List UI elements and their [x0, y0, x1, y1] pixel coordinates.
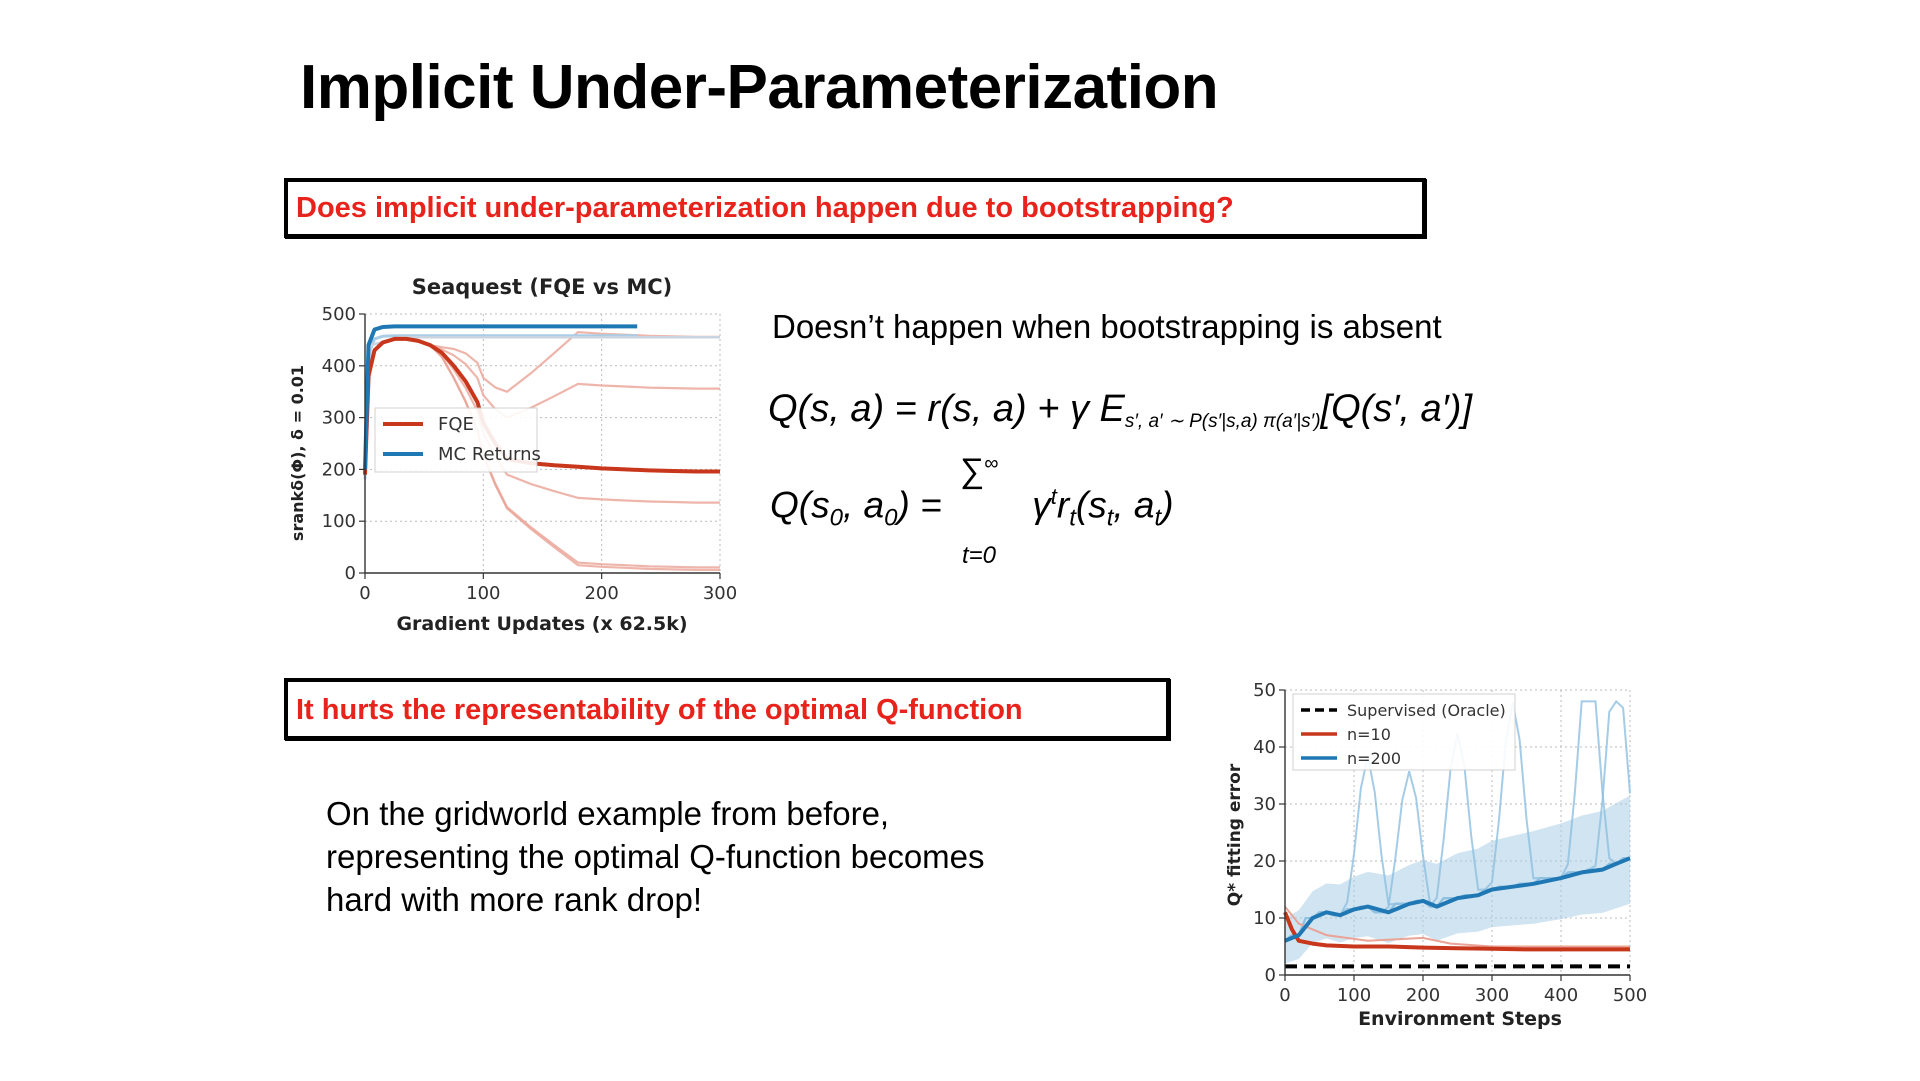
chart1-legend-fqe: FQE: [438, 414, 474, 435]
mc-discount: γ: [1032, 484, 1051, 526]
chart2-n200-band: [1285, 795, 1630, 964]
chart2-xtick-label: 200: [1406, 985, 1440, 1006]
slide-title: Implicit Under-Parameterization: [300, 53, 1219, 122]
chart2-legend-n10: n=10: [1347, 725, 1391, 744]
chart1-xtick-label: 0: [359, 583, 370, 604]
question-box-representability: It hurts the representability of the opt…: [284, 678, 1170, 740]
chart1-xlabel: Gradient Updates (x 62.5k): [396, 613, 687, 635]
chart2-ytick-label: 20: [1253, 851, 1276, 872]
chart1-ytick-label: 100: [322, 511, 356, 532]
chart2-xlabel: Environment Steps: [1358, 1008, 1562, 1030]
chart2-ytick-label: 30: [1253, 794, 1276, 815]
chart2-xtick-label: 0: [1279, 985, 1290, 1006]
chart1-ytick-label: 400: [322, 356, 356, 377]
gridworld-line-2: representing the optimal Q-function beco…: [326, 838, 985, 875]
chart2-series-line-n10: [1283, 911, 1630, 952]
chart1-series-line-mc: [363, 324, 638, 470]
chart1-legend: FQE MC Returns: [374, 407, 541, 473]
chart1-ytick-label: 300: [322, 408, 356, 429]
gridworld-line-3: hard with more rank drop!: [326, 881, 703, 918]
chart2-ytick-label: 0: [1265, 965, 1276, 986]
chart2-ytick-label: 50: [1253, 680, 1276, 701]
chart1-ytick-label: 500: [322, 304, 356, 325]
chart1-title: Seaquest (FQE vs MC): [412, 275, 672, 299]
chart1-ytick-label: 200: [322, 459, 356, 480]
seaquest-srank-chart: Seaquest (FQE vs MC) Gradient Updates (x…: [288, 275, 737, 635]
chart2-n10-run-line: [1284, 905, 1630, 948]
summation-index: t=0: [962, 542, 997, 569]
mc-lhs: Q(s: [770, 484, 830, 526]
bellman-equation: Q(s, a) = r(s, a) + γ Es′, a′ ∼ P(s′|s,a…: [768, 388, 1472, 433]
chart2-xtick-label: 400: [1544, 985, 1578, 1006]
gridworld-explanation: On the gridworld example from before, re…: [326, 792, 985, 921]
question-box-bootstrapping: Does implicit under-parameterization hap…: [284, 178, 1426, 238]
chart2-xtick-label: 500: [1613, 985, 1647, 1006]
chart2-legend: Supervised (Oracle) n=10 n=200: [1292, 693, 1516, 771]
chart2-legend-oracle: Supervised (Oracle): [1347, 701, 1506, 720]
chart2-ytick-label: 10: [1253, 908, 1276, 929]
chart2-series-line-n200: [1284, 856, 1631, 943]
chart1-legend-mc: MC Returns: [438, 444, 541, 465]
chart1-xtick-label: 200: [584, 583, 618, 604]
chart1-xtick-label: 300: [703, 583, 737, 604]
chart2-xtick-label: 100: [1337, 985, 1371, 1006]
bellman-lhs: Q(s, a) = r(s, a) + γ E: [768, 388, 1125, 430]
chart2-legend-n200: n=200: [1347, 749, 1401, 768]
chart2-xtick-label: 300: [1475, 985, 1509, 1006]
chart1-ylabel: srankδ(Φ), δ = 0.01: [288, 365, 307, 541]
mc-return-equation: Q(s0, a0) = γtrt(st, at): [770, 484, 1174, 532]
gridworld-line-1: On the gridworld example from before,: [326, 795, 890, 832]
chart1-ytick-label: 0: [345, 563, 356, 584]
chart2-ylabel: Q* fitting error: [1225, 763, 1245, 906]
bellman-tail: [Q(s′, a′)]: [1320, 388, 1473, 430]
bellman-expectation-subscript: s′, a′ ∼ P(s′|s,a) π(a′|s′): [1124, 411, 1321, 432]
summation-upper-limit: ∞: [984, 452, 999, 475]
chart1-xtick-label: 100: [466, 583, 500, 604]
summation-symbol: ∑∞: [960, 452, 999, 490]
gridworld-fitting-error-chart: Environment Steps Q* fitting error 0 100 2…: [1225, 680, 1647, 1030]
no-bootstrap-statement: Doesn’t happen when bootstrapping is abs…: [772, 308, 1442, 345]
chart2-ytick-label: 40: [1253, 737, 1276, 758]
